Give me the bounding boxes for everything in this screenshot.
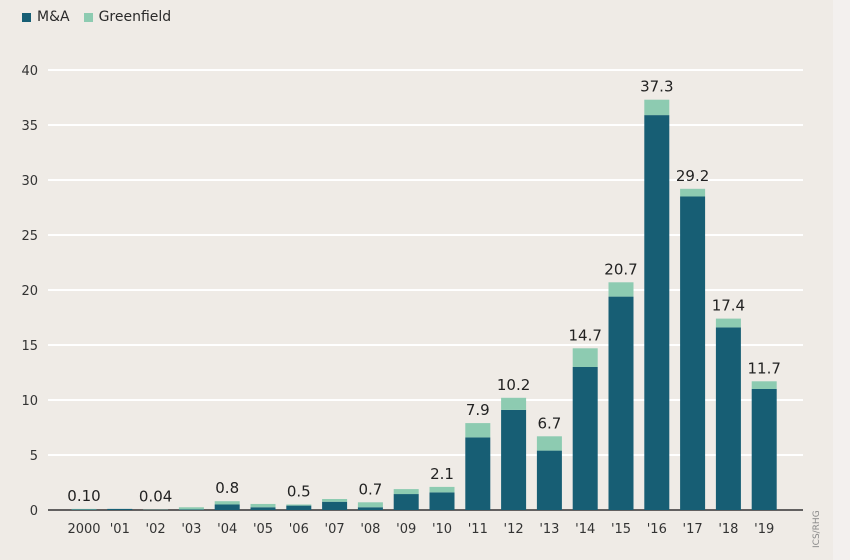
bar-ma xyxy=(286,505,312,510)
bar-ma xyxy=(71,509,97,510)
bar-greenfield xyxy=(644,99,670,116)
bar-greenfield xyxy=(715,318,741,328)
data-label: 10.2 xyxy=(497,376,530,394)
data-label: 7.9 xyxy=(466,401,490,419)
y-tick-label: 25 xyxy=(21,229,38,244)
bar-greenfield xyxy=(429,486,455,493)
bar-greenfield xyxy=(214,501,240,505)
bar-greenfield xyxy=(71,508,97,510)
x-tick-label: '02 xyxy=(146,522,166,537)
x-tick-label: '04 xyxy=(217,522,237,537)
data-label: 0.04 xyxy=(139,488,172,506)
bar-ma xyxy=(715,327,741,510)
y-tick-label: 30 xyxy=(21,174,38,189)
bar-greenfield xyxy=(608,282,634,297)
x-tick-label: '03 xyxy=(181,522,201,537)
bar-ma xyxy=(107,508,133,510)
data-label: 29.2 xyxy=(676,167,709,185)
x-tick-label: '07 xyxy=(325,522,345,537)
data-label: 20.7 xyxy=(604,260,637,278)
bar-ma xyxy=(501,409,527,510)
bar-ma xyxy=(393,494,419,510)
bar-ma xyxy=(178,509,204,510)
x-tick-label: '11 xyxy=(468,522,488,537)
bar-ma xyxy=(357,507,383,510)
x-tick-label: '12 xyxy=(504,522,524,537)
y-tick-label: 0 xyxy=(30,504,38,519)
y-tick-label: 35 xyxy=(21,119,38,134)
x-tick-label: '01 xyxy=(110,522,130,537)
y-tick-label: 15 xyxy=(21,339,38,354)
legend-item-ma: M&A xyxy=(22,9,70,25)
bar-ma xyxy=(536,450,562,510)
y-tick-label: 20 xyxy=(21,284,38,299)
bar-ma xyxy=(572,367,598,510)
x-tick-label: '05 xyxy=(253,522,273,537)
data-label: 6.7 xyxy=(537,414,561,432)
bar-greenfield xyxy=(680,188,706,197)
legend-label-ma: M&A xyxy=(37,9,70,25)
bar-greenfield xyxy=(465,423,491,438)
data-label: 0.5 xyxy=(287,483,311,501)
bar-greenfield xyxy=(751,381,777,389)
bar-greenfield xyxy=(322,499,348,502)
bar-ma xyxy=(751,389,777,510)
bar-greenfield xyxy=(393,489,419,495)
bar-greenfield xyxy=(357,502,383,508)
bar-greenfield xyxy=(250,503,276,508)
legend-swatch-ma xyxy=(22,12,31,22)
x-tick-label: '14 xyxy=(575,522,595,537)
x-tick-label: '15 xyxy=(611,522,631,537)
bar-greenfield xyxy=(286,504,312,506)
bar-ma xyxy=(608,296,634,510)
legend-label-greenfield: Greenfield xyxy=(98,9,172,25)
data-label: 17.4 xyxy=(712,297,745,315)
data-label: 37.3 xyxy=(640,78,673,96)
bar-ma xyxy=(680,196,706,510)
data-label: 11.7 xyxy=(747,359,780,377)
x-tick-label: '10 xyxy=(432,522,452,537)
x-tick-label: 2000 xyxy=(67,522,100,537)
y-tick-label: 5 xyxy=(30,449,38,464)
y-tick-label: 10 xyxy=(21,394,38,409)
bar-ma xyxy=(250,507,276,510)
bar-ma xyxy=(322,501,348,510)
x-tick-label: '18 xyxy=(718,522,738,537)
data-label: 2.1 xyxy=(430,465,454,483)
legend: M&A Greenfield xyxy=(22,9,171,25)
x-tick-label: '08 xyxy=(360,522,380,537)
data-label: 0.10 xyxy=(67,487,100,505)
data-label: 14.7 xyxy=(568,326,601,344)
legend-swatch-greenfield xyxy=(83,12,93,22)
bar-greenfield xyxy=(572,348,598,367)
legend-item-greenfield: Greenfield xyxy=(83,9,172,25)
x-tick-label: '17 xyxy=(683,522,703,537)
data-label: 0.7 xyxy=(358,480,382,498)
x-tick-label: '16 xyxy=(647,522,667,537)
x-tick-label: '09 xyxy=(396,522,416,537)
bar-greenfield xyxy=(178,507,204,510)
x-tick-label: '19 xyxy=(754,522,774,537)
bar-ma xyxy=(429,492,455,510)
source-credit: ICS/RHG xyxy=(812,510,822,548)
bar-ma xyxy=(644,115,670,510)
bar-ma xyxy=(214,504,240,510)
x-tick-label: '06 xyxy=(289,522,309,537)
bar-ma xyxy=(465,437,491,510)
x-tick-label: '13 xyxy=(539,522,559,537)
bar-greenfield xyxy=(536,436,562,451)
y-tick-label: 40 xyxy=(21,64,38,79)
data-label: 0.8 xyxy=(215,479,239,497)
bar-greenfield xyxy=(501,397,527,410)
